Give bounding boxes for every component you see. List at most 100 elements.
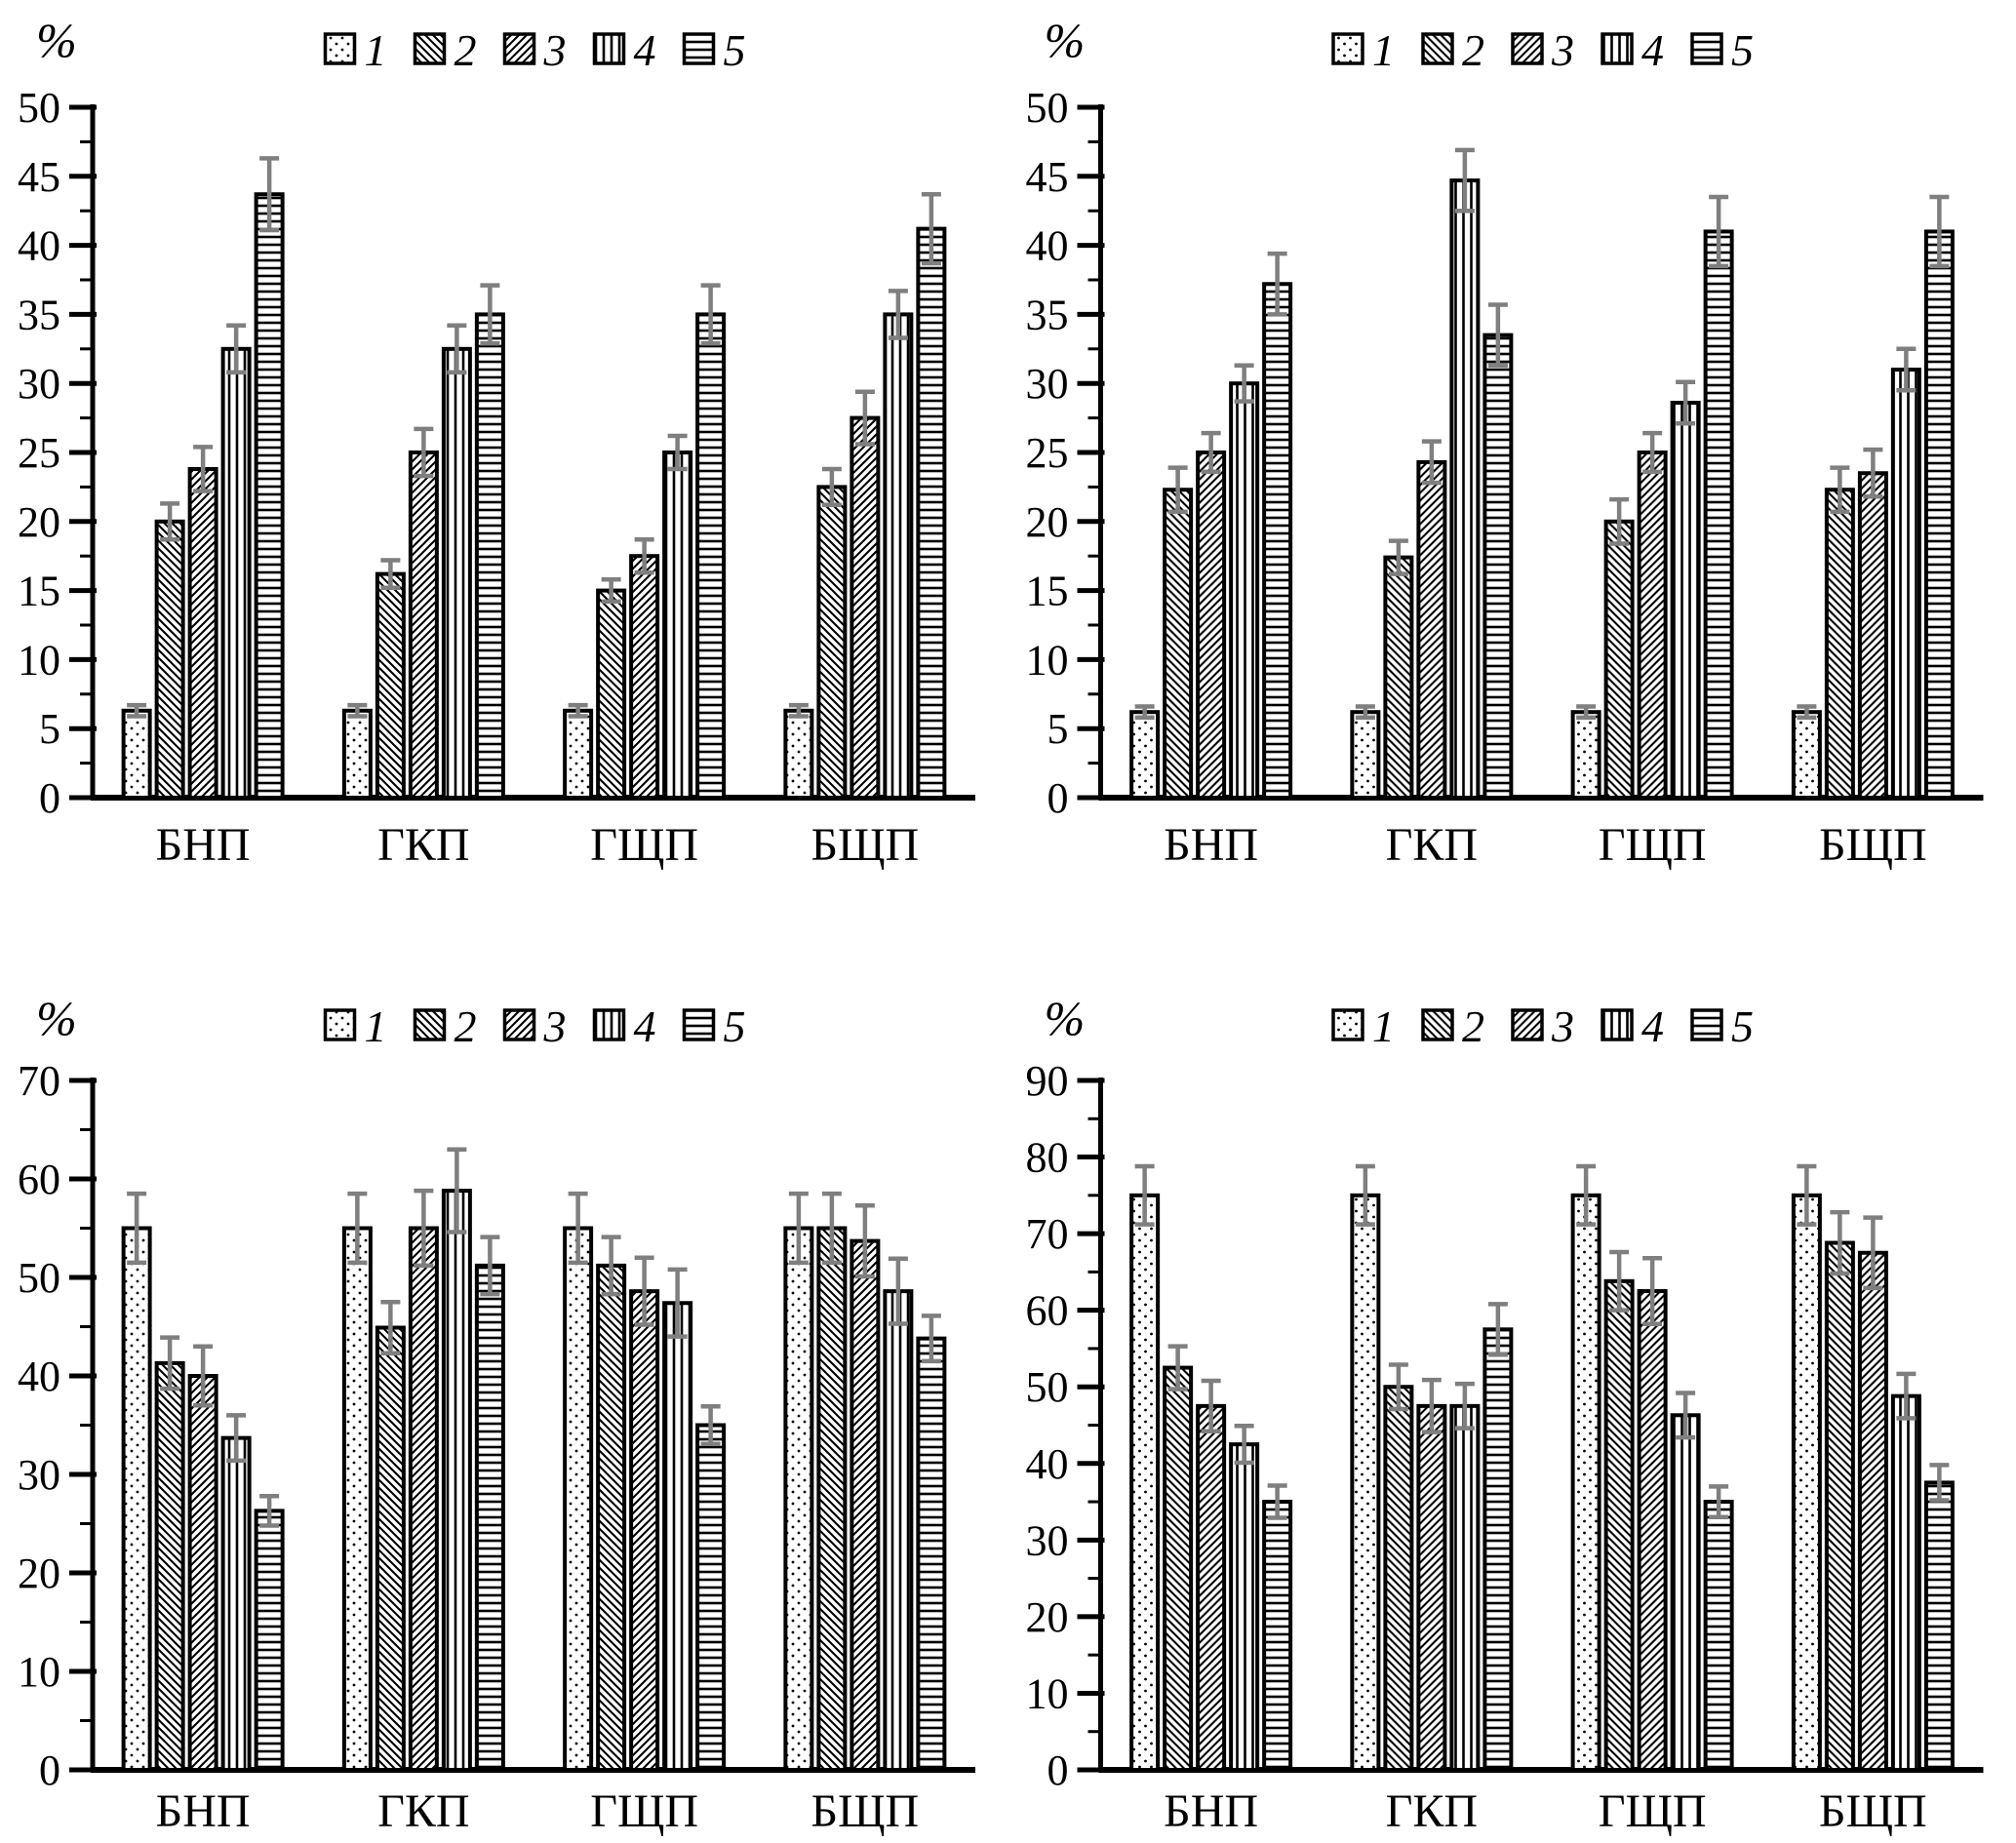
bar-series-5-ГЩП xyxy=(1703,1500,1734,1772)
legend-label: 4 xyxy=(1641,1001,1664,1051)
legend-swatch-diag-up xyxy=(502,32,536,65)
error-bar xyxy=(1830,1209,1850,1276)
error-bar xyxy=(1355,704,1375,721)
y-tick-label: 20 xyxy=(18,1549,60,1597)
y-tick-label: 60 xyxy=(1026,1287,1069,1335)
error-bar xyxy=(480,283,500,346)
error-bar xyxy=(347,702,368,719)
y-axis-unit-label: % xyxy=(1045,991,1086,1045)
y-tick-label: 45 xyxy=(18,153,60,201)
error-bar xyxy=(193,445,214,493)
legend-item: 3 xyxy=(502,1001,567,1051)
y-tick-label: 0 xyxy=(1048,774,1069,822)
error-bars xyxy=(127,156,941,719)
bar-series-4-БНП xyxy=(1229,1442,1260,1773)
bar-series-1-ГЩП xyxy=(1570,1193,1601,1773)
legend-label: 3 xyxy=(543,25,567,75)
legend-label: 2 xyxy=(455,25,477,75)
bar-series-4-ГКП xyxy=(1449,178,1481,801)
legend-label: 3 xyxy=(543,1001,567,1051)
legend-item: 3 xyxy=(1511,25,1574,75)
x-category-label: ГЩП xyxy=(1599,819,1707,871)
y-tick-label: 70 xyxy=(1026,1210,1069,1258)
bar-series-4-ГКП xyxy=(1449,1403,1481,1772)
error-bar xyxy=(854,389,875,447)
legend-swatch-dots xyxy=(1331,32,1364,65)
error-bar xyxy=(1134,704,1155,721)
bar-series-3-ГКП xyxy=(408,451,439,800)
bar-series-3-ГКП xyxy=(1416,459,1447,800)
bar-series-2-ГКП xyxy=(375,1325,406,1772)
legend-swatch-diag-down xyxy=(1421,1008,1454,1041)
legend-swatch-vertical xyxy=(592,1008,626,1041)
bar-series-5-ГКП xyxy=(1482,333,1514,800)
bar-series-1-БЩП xyxy=(783,1226,814,1772)
y-tick-label: 50 xyxy=(1026,84,1069,132)
error-bar xyxy=(1896,1371,1917,1421)
error-bar xyxy=(634,536,654,575)
x-category-label: ГКП xyxy=(1386,819,1478,871)
bar-series-1-БНП xyxy=(121,1226,152,1772)
bar-series-5-ГЩП xyxy=(1703,229,1734,800)
bar-series-1-БНП xyxy=(121,708,152,800)
y-tick-label: 50 xyxy=(18,1254,60,1302)
bar-series-4-БЩП xyxy=(883,1289,914,1772)
bar-series-5-ГЩП xyxy=(695,312,727,800)
x-category-label: БЩП xyxy=(811,819,920,871)
error-bar xyxy=(160,1335,180,1392)
error-bar xyxy=(1676,1391,1696,1440)
legend-item: 1 xyxy=(1331,25,1395,75)
x-category-label: БНП xyxy=(1164,819,1258,871)
legend-label: 2 xyxy=(455,1001,477,1051)
legend-label: 1 xyxy=(1372,1001,1395,1051)
y-axis: 0 5 10 15 20 25 30 35 40 45 50 xyxy=(1026,84,1105,822)
error-bar xyxy=(821,466,842,508)
error-bar xyxy=(1830,465,1850,515)
error-bar xyxy=(1454,147,1475,214)
error-bar xyxy=(1896,346,1917,393)
bar-series-2-БЩП xyxy=(816,485,848,800)
error-bar xyxy=(1642,1255,1663,1327)
legend-swatch-dots xyxy=(323,32,357,65)
legend-item: 5 xyxy=(682,25,746,75)
y-tick-label: 90 xyxy=(1026,1057,1069,1105)
y-tick-label: 0 xyxy=(39,774,60,822)
legend-item: 2 xyxy=(1421,25,1484,75)
y-tick-label: 50 xyxy=(1026,1363,1069,1411)
bar-series-4-ГЩП xyxy=(1670,401,1701,800)
legend-swatch-diag-down xyxy=(413,32,447,65)
y-tick-label: 10 xyxy=(18,636,60,684)
error-bar xyxy=(347,1191,368,1266)
error-bar xyxy=(1576,704,1597,721)
y-tick-label: 30 xyxy=(1026,1516,1069,1564)
error-bar xyxy=(888,289,908,340)
y-axis: 0 10 20 30 40 50 60 70 80 90 xyxy=(1026,1057,1105,1794)
legend-label: 3 xyxy=(1551,25,1574,75)
legend-item: 4 xyxy=(1601,25,1664,75)
error-bar xyxy=(447,1147,467,1235)
bar-series-2-БНП xyxy=(154,519,185,800)
bar-series-5-ГКП xyxy=(474,1263,505,1772)
bar-series-3-БЩП xyxy=(850,1238,881,1772)
error-bar xyxy=(1609,1249,1630,1313)
error-bars xyxy=(127,1147,941,1528)
legend-swatch-dots xyxy=(323,1008,357,1041)
x-category-label: ГЩП xyxy=(590,819,698,871)
bars xyxy=(1129,1193,1955,1773)
x-category-label: ГКП xyxy=(1386,1785,1478,1837)
bar-series-2-ГЩП xyxy=(596,1263,627,1772)
bar-series-2-БЩП xyxy=(816,1226,848,1772)
bar-series-5-БНП xyxy=(254,1509,285,1772)
y-axis: 0 5 10 15 20 25 30 35 40 45 50 xyxy=(18,84,97,822)
bar-series-5-БНП xyxy=(1262,1500,1293,1772)
bar-series-3-БНП xyxy=(1196,451,1227,800)
bar-series-5-ГЩП xyxy=(695,1423,727,1772)
x-category-label: БНП xyxy=(156,819,251,871)
legend-item: 2 xyxy=(413,1001,477,1051)
bar-series-1-ГЩП xyxy=(563,1226,594,1772)
error-bar xyxy=(601,577,621,605)
error-bar xyxy=(921,1314,941,1364)
y-axis-unit-label: % xyxy=(36,13,77,67)
